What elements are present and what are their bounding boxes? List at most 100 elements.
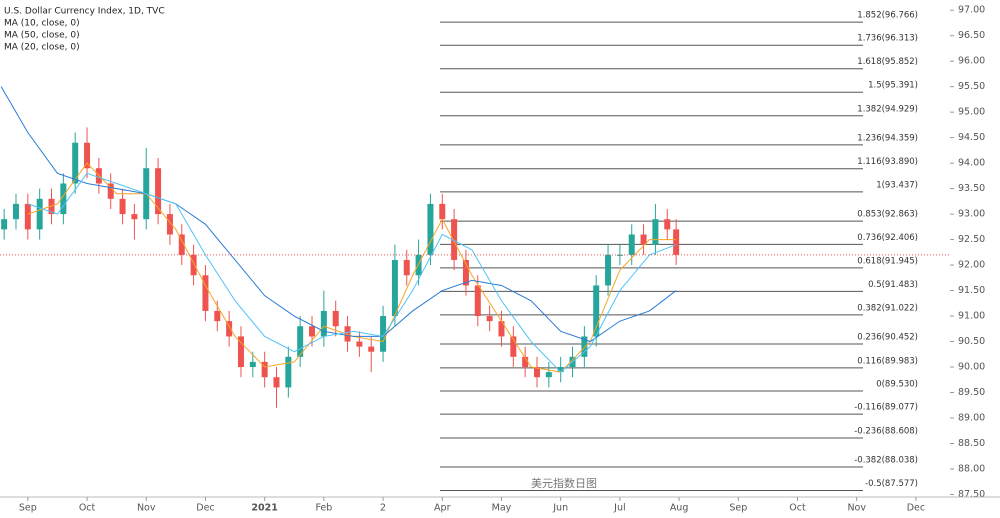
y-tick-label: 89.50 (958, 387, 985, 398)
x-tick-label: Sep (19, 503, 37, 514)
y-tick-label: 93.00 (958, 209, 985, 220)
fib-label: 1.116(93.890) (857, 157, 918, 167)
candle-body (368, 346, 375, 352)
candle-body (510, 336, 517, 357)
legend-entry: MA (20, close, 0) (4, 43, 80, 53)
y-tick-label: 95.00 (958, 107, 985, 118)
candle-body (107, 183, 114, 199)
x-tick-label: Jun (552, 503, 568, 514)
candle-body (309, 326, 316, 337)
fib-label: 0.116(89.983) (857, 356, 918, 366)
fib-label: 0.5(91.483) (868, 280, 918, 290)
x-tick-label: Dec (196, 503, 214, 514)
x-tick-label: Nov (847, 503, 866, 514)
fib-label: 1.382(94.929) (857, 104, 918, 114)
candle-body (593, 285, 600, 337)
candle-body (320, 310, 327, 337)
candle-body (664, 219, 671, 230)
candle-body (119, 198, 126, 215)
candle-body (427, 203, 434, 255)
ma-line (27, 172, 677, 373)
y-tick-label: 90.00 (958, 362, 985, 373)
watermark: 美元指数日图 (531, 476, 597, 490)
y-tick-label: 96.50 (958, 30, 985, 41)
legend-entry: MA (50, close, 0) (4, 31, 80, 41)
fib-label: -0.116(89.077) (854, 403, 918, 413)
x-tick-label: 2021 (251, 503, 277, 514)
candle-body (202, 275, 209, 311)
candle-body (24, 203, 31, 230)
y-tick-label: 97.00 (958, 5, 985, 16)
y-tick-label: 95.50 (958, 81, 985, 92)
x-tick-label: Feb (315, 503, 332, 514)
y-tick-label: 92.00 (958, 260, 985, 271)
fib-label: 1.5(95.391) (868, 81, 918, 91)
candle-body (616, 254, 623, 256)
y-tick-label: 88.00 (958, 463, 985, 474)
candle-body (214, 310, 221, 322)
y-tick-label: 91.50 (958, 285, 985, 296)
fib-label: 1.736(96.313) (857, 34, 918, 44)
y-tick-label: 93.50 (958, 183, 985, 194)
fib-label: 1.618(95.852) (857, 57, 918, 67)
candle-body (628, 234, 635, 255)
fib-label: 0.236(90.452) (857, 332, 918, 342)
y-tick-label: 88.50 (958, 438, 985, 449)
fib-label: 1(93.437) (876, 180, 918, 190)
x-tick-label: Oct (79, 503, 96, 514)
candle-body (297, 326, 304, 357)
candle-body (166, 214, 173, 235)
candle-body (155, 168, 162, 215)
candle-body (534, 367, 541, 378)
candle-body (131, 214, 138, 220)
candle-body (545, 372, 552, 378)
candle-body (356, 341, 363, 347)
y-tick-label: 96.00 (958, 56, 985, 67)
candle-body (72, 142, 79, 184)
fib-label: -0.382(88.038) (854, 456, 918, 466)
plot-area: 87.50 88.00 88.50 89.00 89.50 90.00 90.50 91.00… (0, 5, 1000, 514)
candle-body (12, 203, 19, 220)
x-tick-label: Jul (613, 503, 625, 514)
candle-body (380, 316, 387, 352)
fib-label: 0.736(92.406) (857, 233, 918, 243)
candle-body (403, 259, 410, 276)
candle-body (451, 219, 458, 260)
candle-body (673, 229, 680, 255)
candle-body (190, 254, 197, 276)
candle-body (462, 259, 469, 286)
candle-body (178, 234, 185, 255)
candle-body (391, 259, 398, 317)
candle-body (652, 219, 659, 245)
candle-body (640, 234, 647, 245)
fib-label: 1.236(94.359) (857, 133, 918, 143)
y-tick-label: 92.50 (958, 234, 985, 245)
x-tick-label: Nov (137, 503, 156, 514)
candle-body (581, 336, 588, 357)
candle-body (474, 285, 481, 317)
candle-body (285, 356, 292, 388)
x-tick-label: Oct (789, 503, 806, 514)
fib-label: -0.5(87.577) (865, 479, 918, 489)
candle-body (557, 367, 564, 373)
candle-body (36, 198, 43, 230)
candle-body (226, 321, 233, 337)
x-tick-label: 2 (380, 503, 386, 514)
y-tick-label: 91.00 (958, 311, 985, 322)
fib-label: 0.382(91.022) (857, 303, 918, 313)
chart-title: U.S. Dollar Currency Index, 1D, TVC (4, 7, 165, 17)
candle-body (60, 183, 67, 215)
candle-body (332, 310, 339, 327)
candle-body (522, 356, 529, 368)
candle-body (261, 361, 268, 378)
fib-label: -0.236(88.608) (854, 426, 918, 436)
fib-label: 0(89.530) (876, 379, 918, 389)
y-tick-label: 90.50 (958, 336, 985, 347)
fib-label: 1.852(96.766) (857, 11, 918, 21)
fib-label: 0.618(91.945) (857, 256, 918, 266)
candle-body (84, 142, 91, 169)
candle-body (273, 377, 280, 388)
y-tick-label: 87.50 (958, 489, 985, 500)
candle-body (498, 321, 505, 337)
